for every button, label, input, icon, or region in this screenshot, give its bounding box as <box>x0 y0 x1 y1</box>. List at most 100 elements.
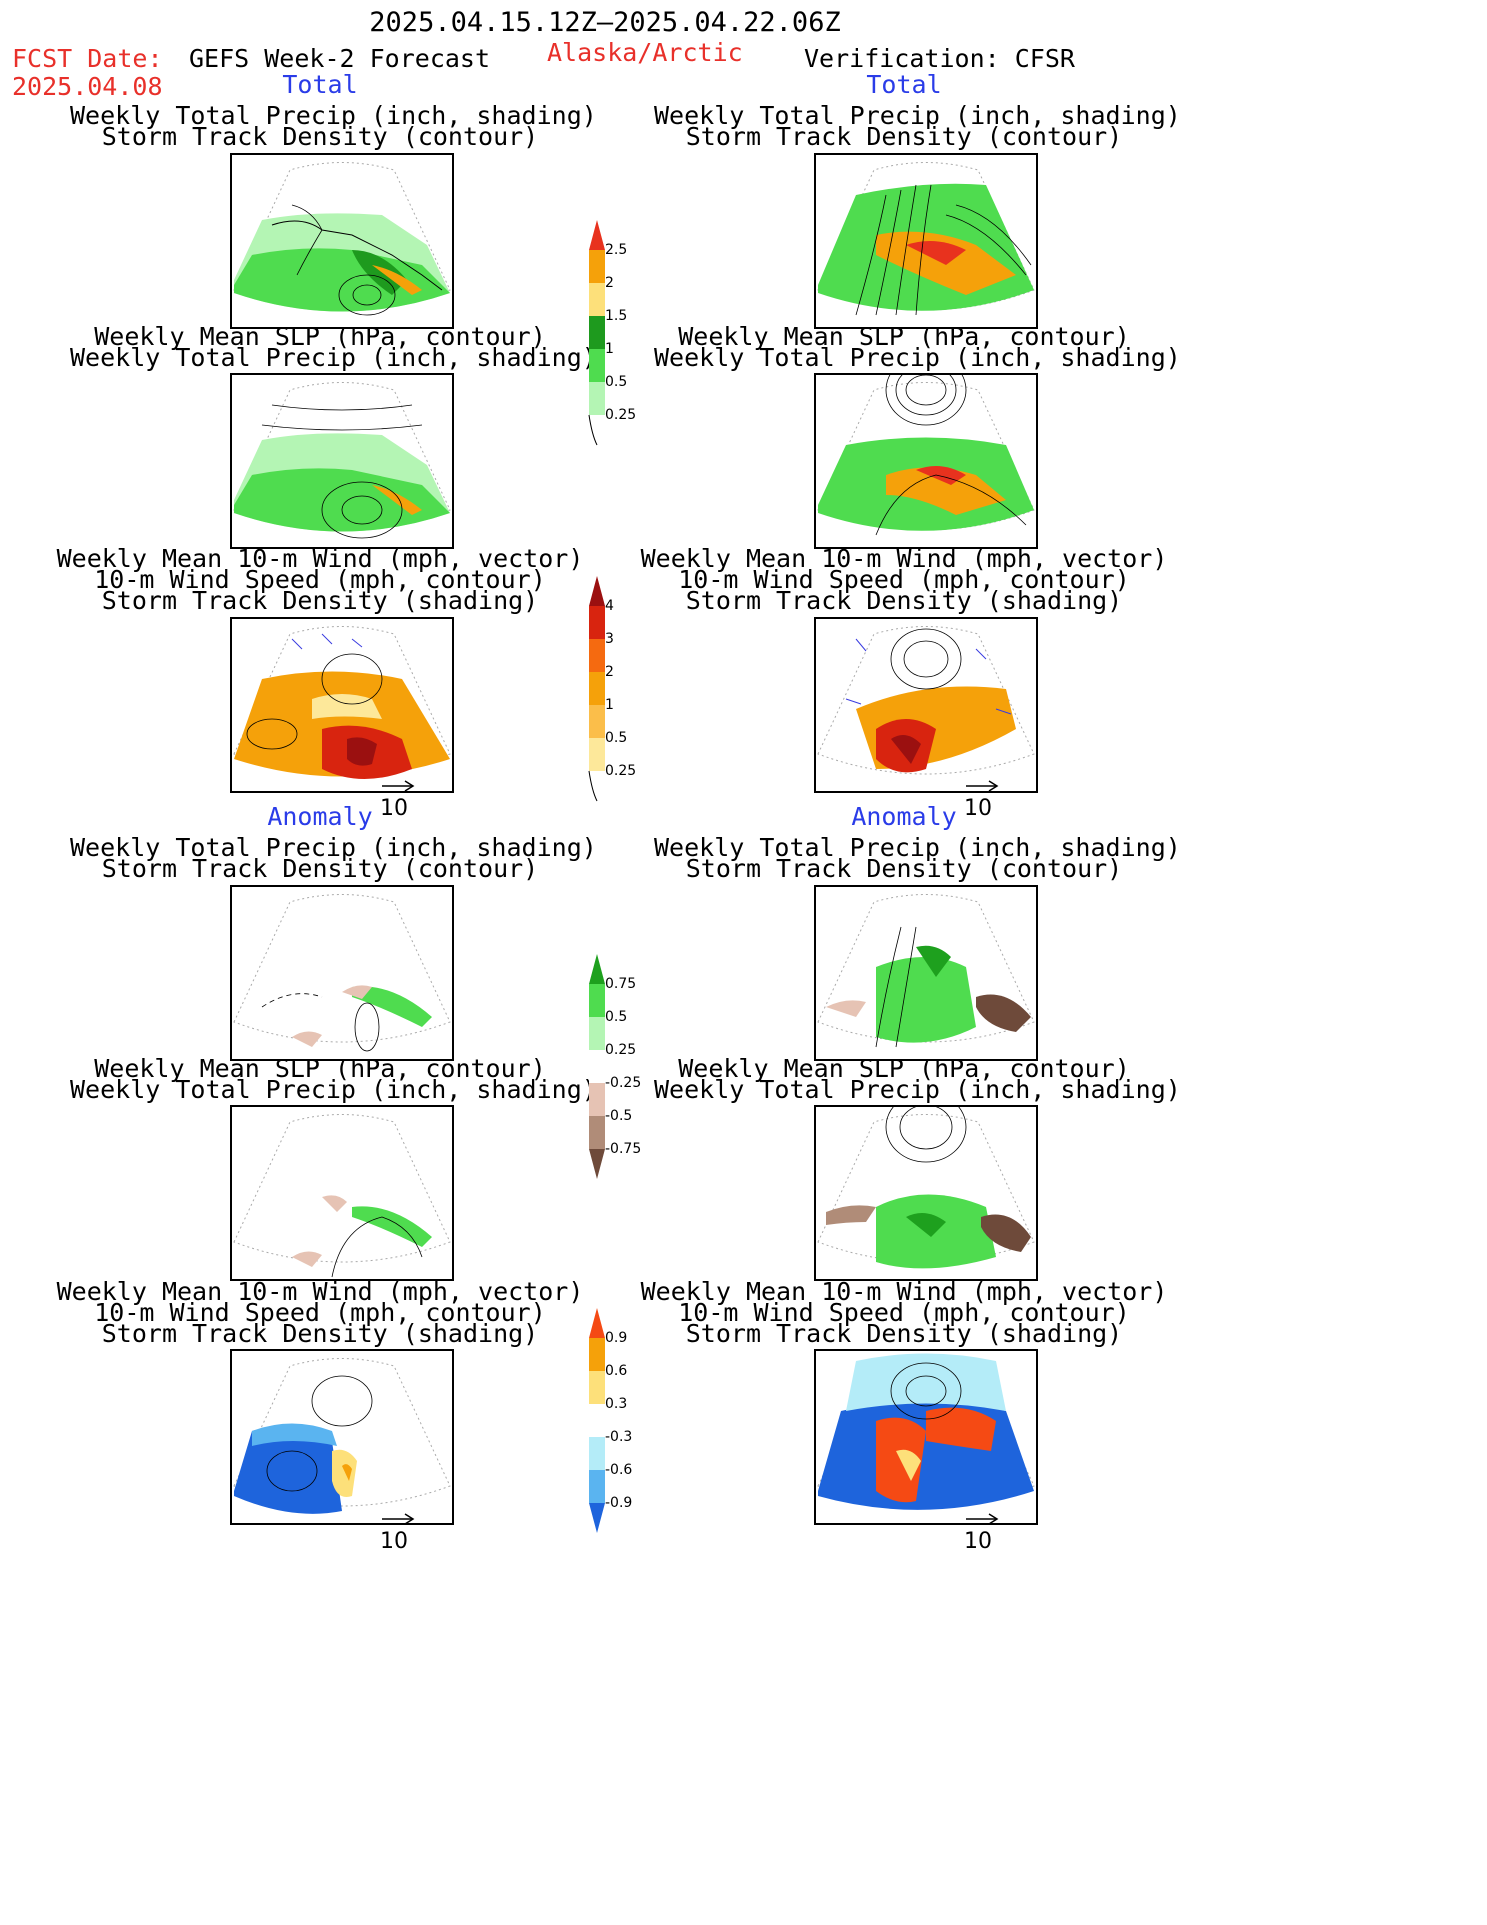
map-fcst-wind-track <box>230 617 454 793</box>
colorbar-tick-label: 0.6 <box>605 1363 628 1379</box>
title-r1-b: Storm Track Density (contour) <box>685 122 1123 151</box>
title-r6-a: Weekly Mean 10-m Wind (mph, vector) <box>640 1277 1168 1306</box>
fcst-date-value: 2025.04.08 <box>12 72 163 101</box>
colorbar-block <box>589 1470 605 1503</box>
colorbar-tick-label: -0.25 <box>605 1075 642 1091</box>
ref-vector-r6: 10 <box>964 1511 1004 1555</box>
colorbar-tail <box>588 414 598 446</box>
map-verif-precip-track <box>814 153 1038 329</box>
section-anomaly-left: Anomaly <box>267 802 373 831</box>
title-l5-b: Weekly Total Precip (inch, shading) <box>70 1075 597 1104</box>
colorbar-tick-label: 0.25 <box>605 763 637 779</box>
colorbar-tick-label: 1 <box>605 341 614 357</box>
section-anomaly-right: Anomaly <box>851 802 957 831</box>
colorbar-block <box>589 672 605 705</box>
colorbar-block <box>589 283 605 316</box>
colorbar-graphic <box>589 1308 605 1533</box>
colorbar-tick-label: -0.6 <box>605 1462 633 1478</box>
colorbar-top-triangle <box>589 576 605 606</box>
colorbar-block <box>589 1017 605 1050</box>
map-verif-precip-anom <box>814 885 1038 1061</box>
colorbar-tail <box>588 770 598 802</box>
colorbar-block <box>589 1437 605 1470</box>
colorbar-tick-label: -0.9 <box>605 1495 633 1511</box>
colorbar-precip-total: 2.5 2 1.5 1 0.5 0.25 <box>588 218 648 450</box>
model-title: GEFS Week-2 Forecast <box>189 44 491 73</box>
title-r4-b: Storm Track Density (contour) <box>685 854 1123 883</box>
title-r3-a: Weekly Mean 10-m Wind (mph, vector) <box>640 544 1168 573</box>
colorbar-bottom-triangle <box>589 1503 605 1533</box>
colorbar-block <box>589 1050 605 1083</box>
map-verif-wind-track <box>814 617 1038 793</box>
ref-vector-r3: 10 <box>964 778 1004 822</box>
colorbar-tick-label: -0.75 <box>605 1141 642 1157</box>
title-l1-a: Weekly Total Precip (inch, shading) <box>70 101 597 130</box>
ref-vector-l6: 10 <box>380 1511 420 1555</box>
colorbar-tick-label: 0.75 <box>605 976 637 992</box>
ref-vector-l3: 10 <box>380 778 420 822</box>
title-l1-b: Storm Track Density (contour) <box>101 122 539 151</box>
map-fcst-precip-track <box>230 153 454 329</box>
colorbar-tick-label: 0.9 <box>605 1330 628 1346</box>
title-l2-b: Weekly Total Precip (inch, shading) <box>70 343 597 372</box>
colorbar-tick-label: 0.5 <box>605 730 628 746</box>
colorbar-tick-label: 0.5 <box>605 374 628 390</box>
colorbar-bottom-triangle <box>589 1149 605 1179</box>
colorbar-block <box>589 1404 605 1437</box>
title-l3-c: Storm Track Density (shading) <box>101 586 539 615</box>
colorbar-graphic <box>589 954 605 1179</box>
section-total-right: Total <box>866 70 942 99</box>
colorbar-top-triangle <box>589 1308 605 1338</box>
colorbar-tick-label: 2 <box>605 664 614 680</box>
title-r3-c: Storm Track Density (shading) <box>685 586 1123 615</box>
date-range-title: 2025.04.15.12Z–2025.04.22.06Z <box>369 7 841 38</box>
title-l3-a: Weekly Mean 10-m Wind (mph, vector) <box>56 544 584 573</box>
title-r5-b: Weekly Total Precip (inch, shading) <box>654 1075 1181 1104</box>
colorbar-block <box>589 738 605 771</box>
title-l6-a: Weekly Mean 10-m Wind (mph, vector) <box>56 1277 584 1306</box>
colorbar-top-triangle <box>589 954 605 984</box>
colorbar-top-triangle <box>589 220 605 250</box>
section-total-left: Total <box>282 70 358 99</box>
colorbar-block <box>589 639 605 672</box>
title-l6-c: Storm Track Density (shading) <box>101 1319 539 1348</box>
colorbar-graphic <box>588 220 605 446</box>
colorbar-tick-label: 0.25 <box>605 1042 637 1058</box>
colorbar-graphic <box>588 576 605 802</box>
colorbar-tick-label: 1.5 <box>605 308 628 324</box>
title-r6-b: 10-m Wind Speed (mph, contour) <box>678 1298 1130 1327</box>
colorbar-block <box>589 1116 605 1149</box>
title-l4-a: Weekly Total Precip (inch, shading) <box>70 833 597 862</box>
map-verif-wind-anom <box>814 1349 1038 1525</box>
colorbar-track-total: 4 3 2 1 0.5 0.25 <box>588 574 648 806</box>
colorbar-tick-label: 4 <box>605 598 614 614</box>
ref-vector-label: 10 <box>380 1529 408 1554</box>
colorbar-tick-label: 3 <box>605 631 614 647</box>
ref-vector-label: 10 <box>964 796 992 821</box>
map-verif-slp-precip <box>814 373 1038 549</box>
colorbar-tick-label: 1 <box>605 697 614 713</box>
title-r4-a: Weekly Total Precip (inch, shading) <box>654 833 1181 862</box>
ref-vector-label: 10 <box>380 796 408 821</box>
colorbar-track-anom: 0.9 0.6 0.3 -0.3 -0.6 -0.9 <box>588 1306 648 1538</box>
verification-title: Verification: CFSR <box>804 44 1075 73</box>
title-l4-b: Storm Track Density (contour) <box>101 854 539 883</box>
title-r1-a: Weekly Total Precip (inch, shading) <box>654 101 1181 130</box>
colorbar-precip-anom: 0.75 0.5 0.25 -0.25 -0.5 -0.75 <box>588 952 648 1184</box>
colorbar-block <box>589 1338 605 1371</box>
map-fcst-slp-anom <box>230 1105 454 1281</box>
colorbar-block <box>589 705 605 738</box>
title-r3-b: 10-m Wind Speed (mph, contour) <box>678 565 1130 594</box>
colorbar-block <box>589 250 605 283</box>
map-fcst-wind-anom <box>230 1349 454 1525</box>
colorbar-tick-label: -0.3 <box>605 1429 633 1445</box>
title-r6-c: Storm Track Density (shading) <box>685 1319 1123 1348</box>
colorbar-tick-label: 0.3 <box>605 1396 628 1412</box>
colorbar-block <box>589 1083 605 1116</box>
title-l2-a: Weekly Mean SLP (hPa, contour) <box>94 322 546 351</box>
colorbar-tick-label: 2 <box>605 275 614 291</box>
map-verif-slp-anom <box>814 1105 1038 1281</box>
fcst-date-label: FCST Date: <box>12 44 163 73</box>
colorbar-tick-label: 2.5 <box>605 242 628 258</box>
ref-vector-label: 10 <box>964 1529 992 1554</box>
